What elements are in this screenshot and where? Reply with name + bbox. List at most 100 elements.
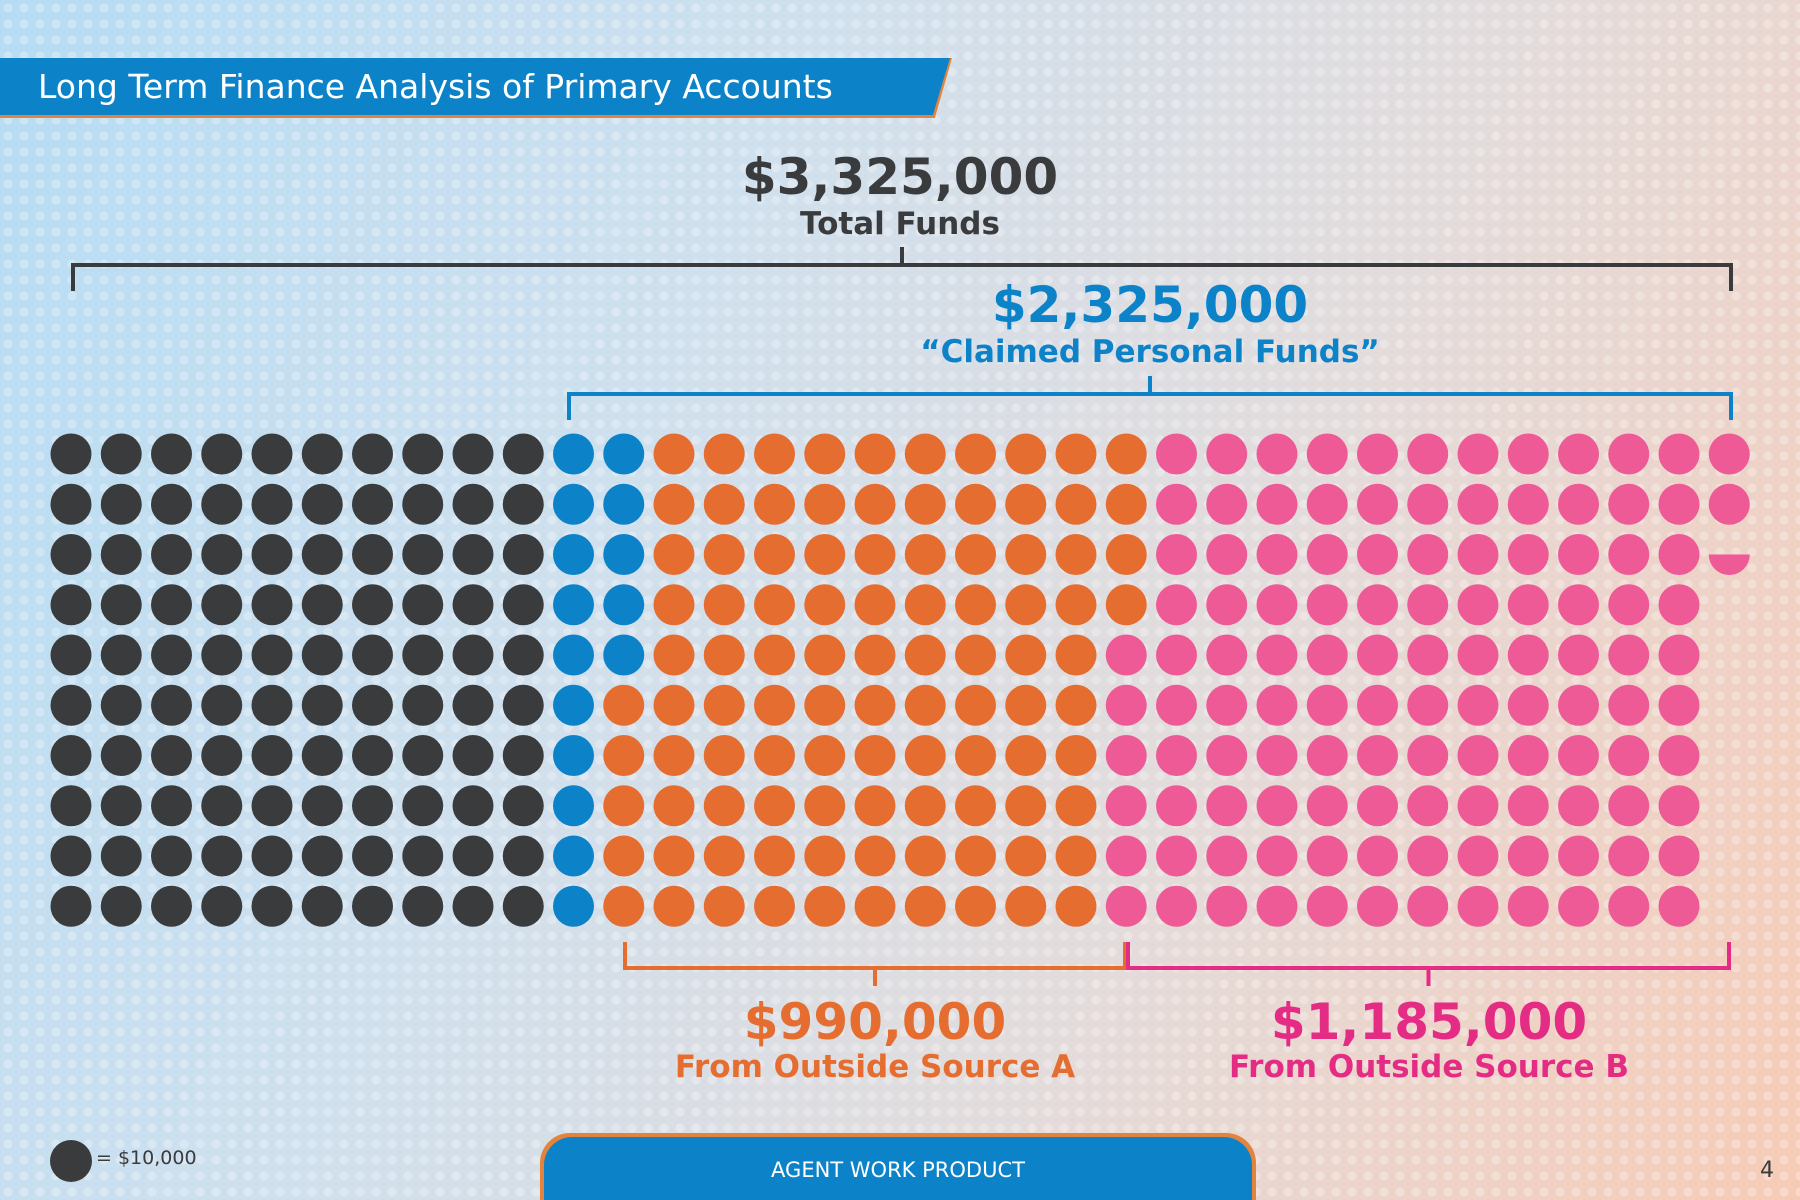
waffle-dot-series-3 [1256, 433, 1298, 475]
waffle-dot-series-0 [452, 785, 494, 827]
waffle-dot-series-0 [502, 534, 544, 575]
waffle-dot-series-3 [1608, 735, 1650, 776]
waffle-dot-series-0 [50, 634, 92, 676]
waffle-dot-series-0 [50, 534, 92, 575]
waffle-dot-series-2 [754, 885, 795, 927]
waffle-dot-series-3 [1206, 735, 1248, 776]
waffle-dot-series-0 [151, 885, 192, 927]
waffle-dot-series-3 [1407, 885, 1449, 927]
waffle-dot-series-2 [904, 433, 946, 475]
waffle-dot-series-2 [955, 735, 996, 776]
waffle-dot-series-2 [1005, 483, 1047, 525]
waffle-dot-series-0 [502, 584, 544, 626]
waffle-dot-series-0 [301, 534, 343, 575]
waffle-dot-series-2 [754, 534, 795, 575]
waffle-dot-series-1 [553, 483, 594, 525]
title-banner [0, 58, 950, 115]
waffle-dot-series-2 [804, 684, 846, 726]
waffle-dot-series-3 [1306, 785, 1348, 827]
source-b-bracket [1126, 942, 1731, 986]
waffle-dot-series-0 [201, 483, 243, 525]
waffle-dot-series-0 [50, 885, 92, 927]
waffle-dot-series-3 [1507, 885, 1549, 927]
waffle-dot-series-3 [1608, 885, 1650, 927]
waffle-dot-series-3 [1407, 835, 1449, 877]
waffle-dot-series-3 [1256, 483, 1298, 525]
waffle-dot-series-0 [100, 835, 142, 877]
waffle-dot-series-2 [854, 483, 896, 525]
waffle-dot-series-2 [854, 735, 896, 776]
waffle-partial-dot-series-3 [1708, 554, 1750, 575]
waffle-dot-series-0 [301, 483, 343, 525]
waffle-dot-series-3 [1407, 534, 1449, 575]
waffle-dot-series-2 [804, 785, 846, 827]
waffle-dot-series-1 [603, 634, 645, 676]
waffle-dot-series-3 [1407, 584, 1449, 626]
waffle-dot-series-2 [955, 885, 996, 927]
waffle-dot-series-3 [1507, 584, 1549, 626]
waffle-dot-series-3 [1306, 885, 1348, 927]
waffle-dot-series-0 [201, 735, 243, 776]
waffle-dot-series-3 [1558, 835, 1599, 877]
waffle-dot-series-0 [151, 684, 192, 726]
waffle-dot-series-1 [553, 534, 594, 575]
source-a-label: From Outside Source A [674, 1049, 1076, 1085]
waffle-dot-series-3 [1256, 785, 1298, 827]
waffle-dot-series-2 [1055, 785, 1097, 827]
waffle-dot-series-2 [1005, 885, 1047, 927]
waffle-dot-series-0 [201, 534, 243, 575]
waffle-dot-series-0 [502, 785, 544, 827]
waffle-dot-series-2 [904, 735, 946, 776]
waffle-dot-series-0 [352, 885, 393, 927]
waffle-dot-series-3 [1457, 684, 1499, 726]
waffle-dot-series-2 [804, 885, 846, 927]
waffle-dot-series-3 [1156, 885, 1197, 927]
waffle-dot-series-3 [1507, 835, 1549, 877]
waffle-dot-series-2 [804, 433, 846, 475]
waffle-dot-series-1 [553, 684, 594, 726]
waffle-dot-series-0 [251, 735, 293, 776]
waffle-dot-series-0 [502, 835, 544, 877]
waffle-dot-series-2 [1055, 885, 1097, 927]
waffle-dot-series-1 [603, 483, 645, 525]
waffle-dot-series-0 [352, 785, 393, 827]
waffle-dot-series-2 [955, 483, 996, 525]
waffle-dot-series-2 [703, 785, 745, 827]
waffle-dot-series-3 [1457, 433, 1499, 475]
waffle-dot-series-1 [553, 785, 594, 827]
waffle-dot-series-2 [904, 584, 946, 626]
waffle-dot-series-2 [904, 534, 946, 575]
waffle-dot-series-3 [1407, 634, 1449, 676]
claimed-amount: $2,325,000 [991, 276, 1309, 334]
waffle-dot-series-0 [251, 785, 293, 827]
waffle-dot-series-3 [1507, 735, 1549, 776]
waffle-dot-series-2 [703, 433, 745, 475]
waffle-dot-series-2 [904, 684, 946, 726]
waffle-dot-series-3 [1608, 584, 1650, 626]
waffle-dot-series-3 [1658, 684, 1700, 726]
waffle-dot-series-2 [1005, 433, 1047, 475]
waffle-dot-series-3 [1105, 785, 1147, 827]
waffle-dot-series-3 [1105, 885, 1147, 927]
waffle-dot-series-0 [151, 483, 192, 525]
waffle-dot-series-3 [1206, 534, 1248, 575]
waffle-dot-series-2 [703, 634, 745, 676]
waffle-dot-series-3 [1708, 483, 1750, 525]
waffle-dot-series-3 [1256, 534, 1298, 575]
waffle-dot-series-1 [553, 735, 594, 776]
waffle-dot-series-0 [100, 785, 142, 827]
waffle-dot-series-3 [1558, 684, 1599, 726]
waffle-dot-series-3 [1507, 634, 1549, 676]
waffle-dot-series-3 [1357, 483, 1398, 525]
waffle-dot-series-0 [301, 885, 343, 927]
waffle-dot-series-2 [804, 584, 846, 626]
waffle-dot-series-3 [1608, 835, 1650, 877]
waffle-dot-series-2 [904, 634, 946, 676]
waffle-dot-series-0 [502, 433, 544, 475]
waffle-dot-series-3 [1105, 735, 1147, 776]
waffle-dot-series-2 [1005, 634, 1047, 676]
waffle-dot-series-3 [1507, 785, 1549, 827]
waffle-dot-series-2 [1055, 835, 1097, 877]
waffle-dot-series-0 [50, 785, 92, 827]
